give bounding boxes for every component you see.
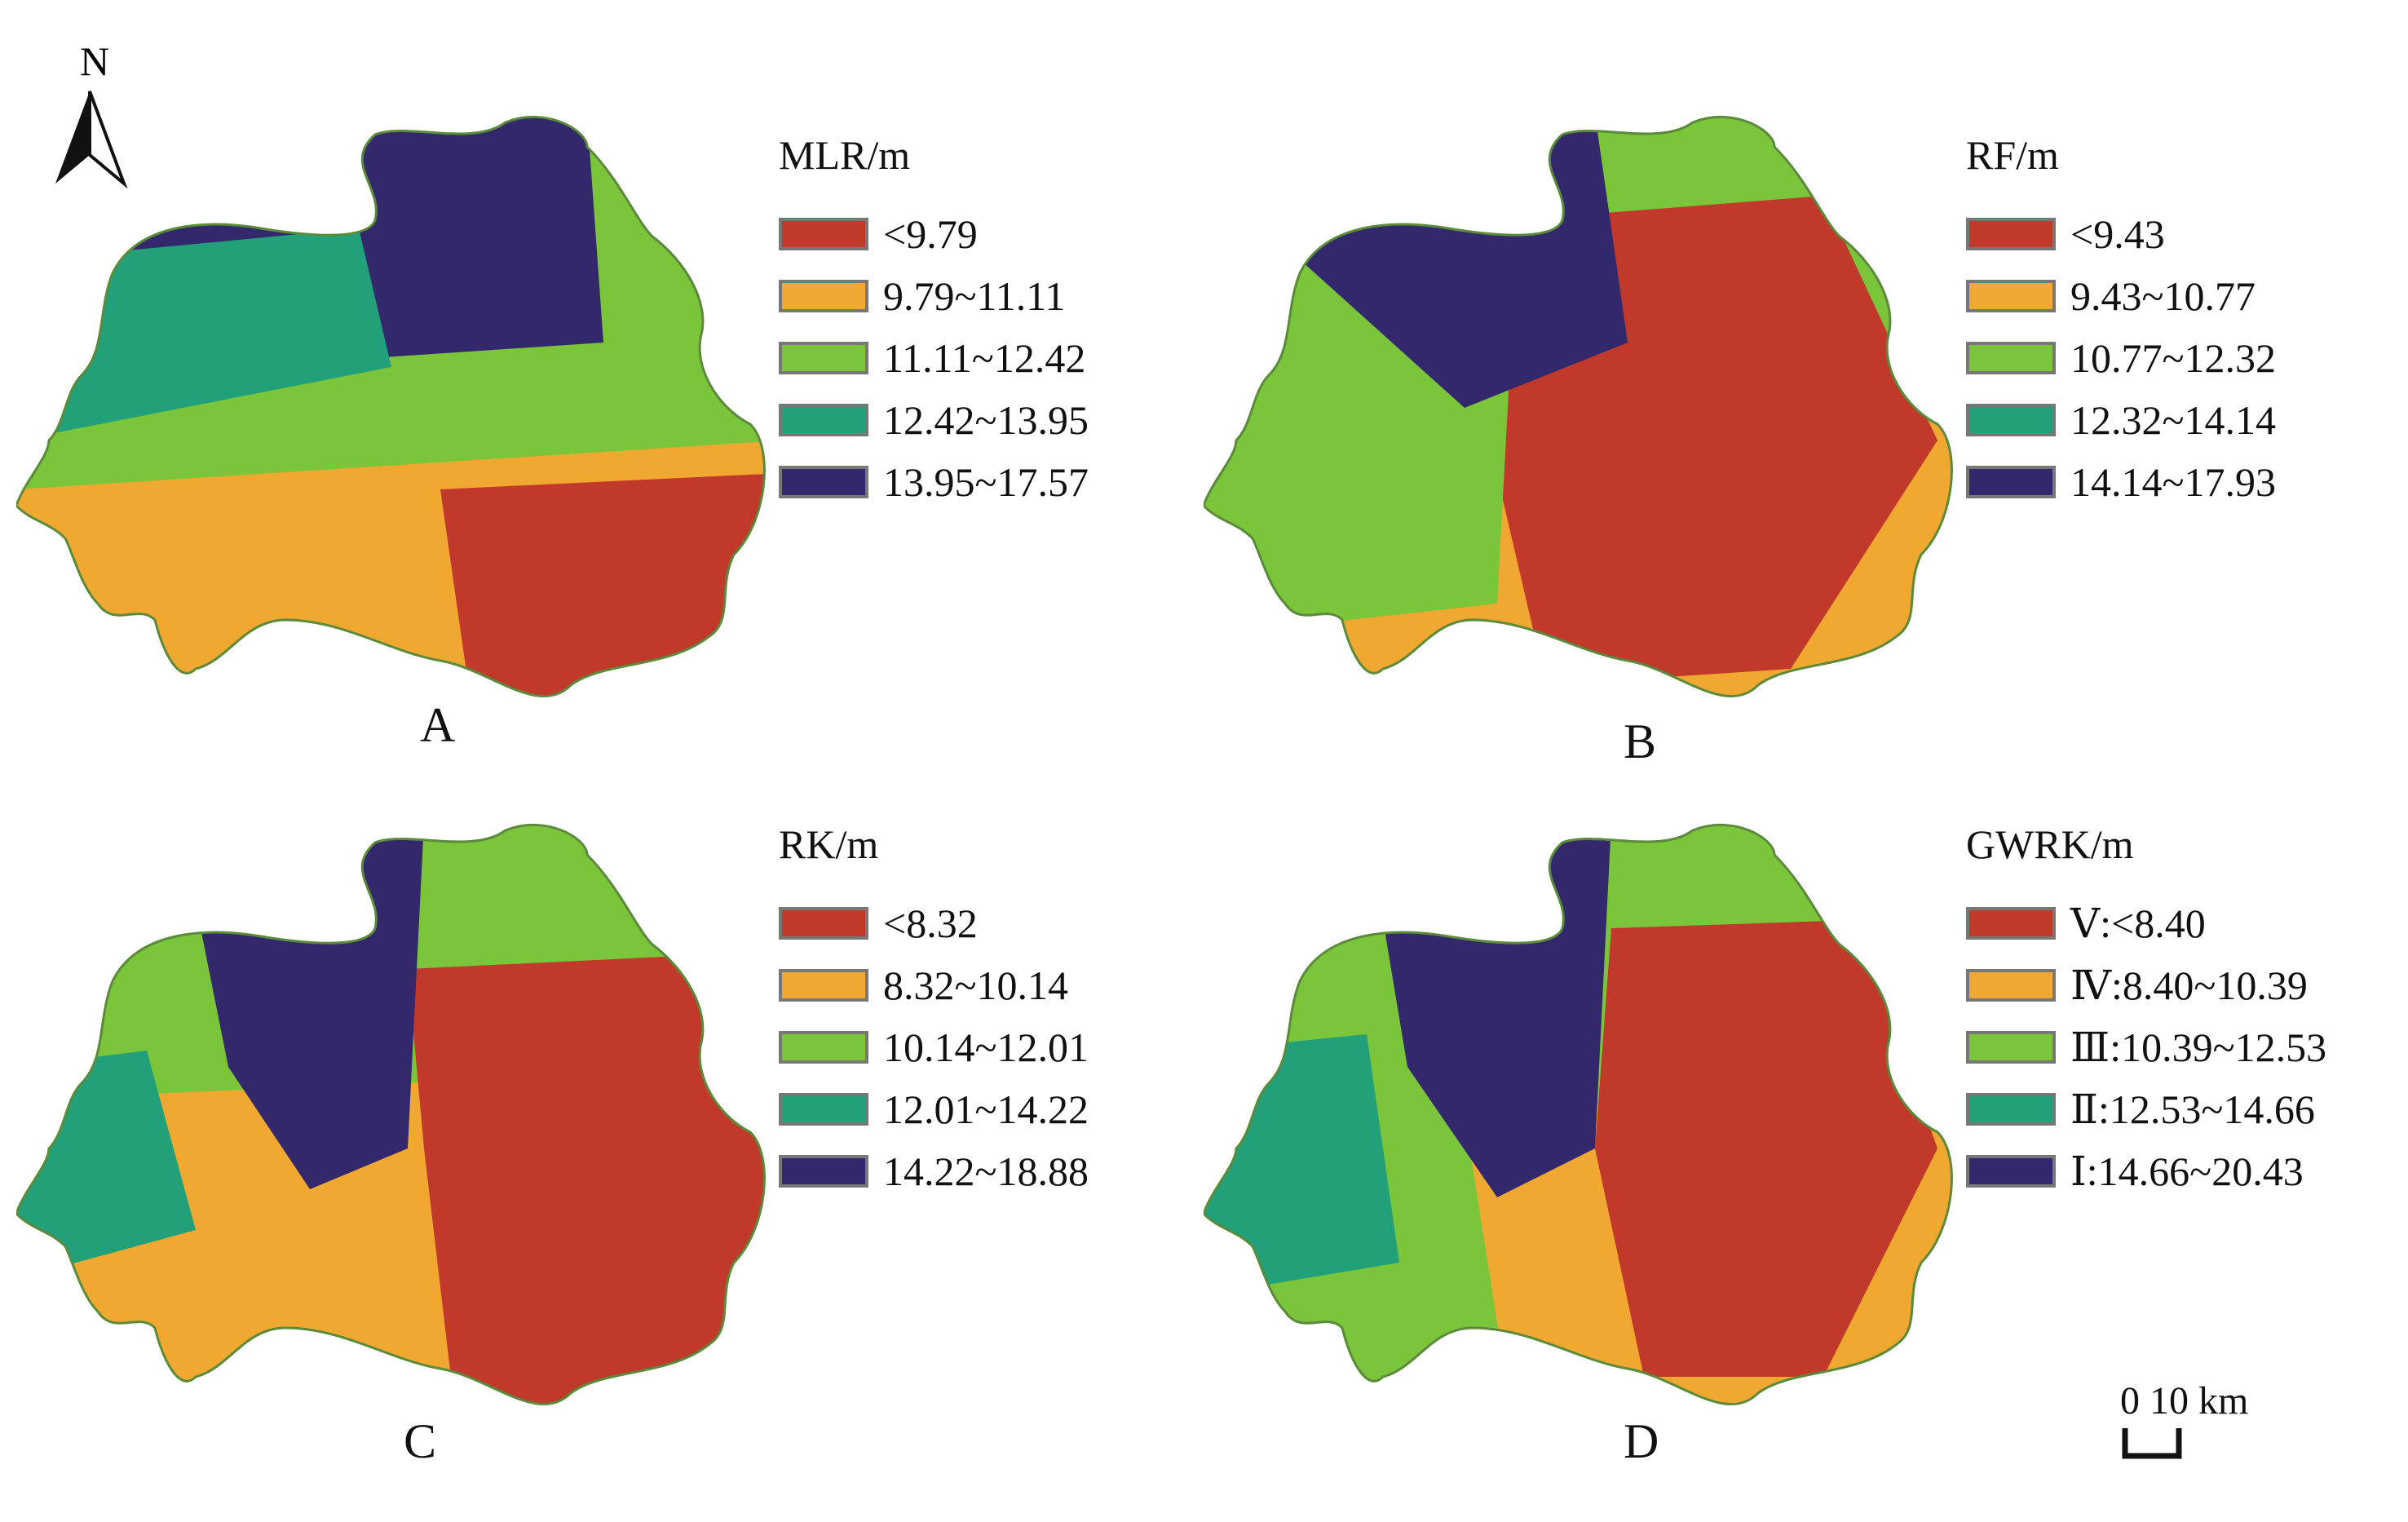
- legend-item: Ⅲ:10.39~12.53: [1966, 1016, 2326, 1078]
- legend-swatch: [1966, 218, 2056, 250]
- legend-swatch: [1966, 969, 2056, 1002]
- north-arrow-icon: N: [55, 38, 128, 189]
- legend-swatch: [1966, 404, 2056, 436]
- legend-item: 10.14~12.01: [779, 1016, 1089, 1078]
- legend-item: 12.32~14.14: [1966, 389, 2276, 451]
- legend-item: 8.32~10.14: [779, 954, 1089, 1016]
- legend-label: 12.32~14.14: [2070, 397, 2277, 443]
- legend-label: 10.14~12.01: [883, 1024, 1089, 1070]
- legend-label: Ⅳ:8.40~10.39: [2070, 962, 2308, 1008]
- legend-c: RK/m <8.32 8.32~10.14 10.14~12.01 12.01~…: [779, 824, 1089, 1202]
- legend-item: 14.14~17.93: [1966, 451, 2276, 513]
- legend-swatch: [779, 404, 868, 436]
- legend-item: 14.22~18.88: [779, 1140, 1089, 1202]
- legend-item: Ⅰ:14.66~20.43: [1966, 1140, 2326, 1202]
- legend-swatch: [779, 1031, 868, 1064]
- panel-b: RF/m <9.43 9.43~10.77 10.77~12.32 12.32~…: [1204, 0, 2408, 768]
- legend-item: 11.11~12.42: [779, 327, 1089, 389]
- legend-item: 10.77~12.32: [1966, 327, 2276, 389]
- legend-item: 13.95~17.57: [779, 451, 1089, 513]
- panel-label-b: B: [1624, 715, 1657, 768]
- legend-swatch: [779, 342, 868, 374]
- legend-title: RK/m: [779, 821, 879, 867]
- region-outline: [16, 115, 766, 698]
- map-b: [1204, 115, 1953, 698]
- legend-swatch: [779, 907, 868, 940]
- legend-swatch: [779, 1093, 868, 1126]
- legend-label: 10.77~12.32: [2070, 335, 2277, 381]
- legend-item: 9.43~10.77: [1966, 265, 2276, 327]
- legend-label: Ⅱ:12.53~14.66: [2070, 1086, 2315, 1132]
- map-c: [16, 823, 766, 1406]
- legend-swatch: [779, 466, 868, 498]
- legend-swatch: [779, 280, 868, 312]
- north-arrow: N: [47, 33, 137, 200]
- legend-swatch: [1966, 466, 2056, 498]
- legend-item: 12.42~13.95: [779, 389, 1089, 451]
- panel-label-d: D: [1624, 1414, 1659, 1468]
- legend-label: 9.79~11.11: [883, 273, 1066, 319]
- legend-label: Ⅰ:14.66~20.43: [2070, 1148, 2304, 1194]
- legend-item: <9.79: [779, 203, 1089, 265]
- scale-bar-icon: [2122, 1428, 2182, 1459]
- legend-swatch: [779, 969, 868, 1002]
- panel-label-a: A: [420, 698, 456, 752]
- legend-b: RF/m <9.43 9.43~10.77 10.77~12.32 12.32~…: [1966, 135, 2276, 513]
- map-a: [16, 115, 766, 698]
- legend-label: 11.11~12.42: [883, 335, 1086, 381]
- panel-a: MLR/m <9.79 9.79~11.11 11.11~12.42 12.42…: [0, 0, 1204, 761]
- legend-swatch: [1966, 907, 2056, 940]
- legend-swatch: [1966, 1155, 2056, 1188]
- legend-label: 14.14~17.93: [2070, 459, 2277, 505]
- panel-label-c: C: [404, 1414, 437, 1468]
- legend-label: 12.01~14.22: [883, 1086, 1089, 1132]
- legend-swatch: [1966, 1031, 2056, 1064]
- legend-title: GWRK/m: [1966, 821, 2134, 867]
- legend-label: 9.43~10.77: [2070, 273, 2256, 319]
- legend-title: MLR/m: [779, 132, 911, 178]
- region-outline: [16, 823, 766, 1406]
- legend-swatch: [779, 1155, 868, 1188]
- legend-swatch: [1966, 280, 2056, 312]
- legend-title: RF/m: [1966, 132, 2059, 178]
- legend-swatch: [1966, 1093, 2056, 1126]
- legend-label: <8.32: [883, 900, 978, 946]
- legend-a: MLR/m <9.79 9.79~11.11 11.11~12.42 12.42…: [779, 135, 1089, 513]
- legend-label: <9.43: [2070, 211, 2165, 257]
- legend-label: 13.95~17.57: [883, 459, 1089, 505]
- panel-c: RK/m <8.32 8.32~10.14 10.14~12.01 12.01~…: [0, 761, 1204, 1522]
- legend-swatch: [779, 218, 868, 250]
- panel-d: GWRK/m Ⅴ:<8.40 Ⅳ:8.40~10.39 Ⅲ:10.39~12.5…: [1204, 761, 2408, 1522]
- legend-swatch: [1966, 342, 2056, 374]
- legend-d: GWRK/m Ⅴ:<8.40 Ⅳ:8.40~10.39 Ⅲ:10.39~12.5…: [1966, 824, 2326, 1202]
- legend-item: Ⅱ:12.53~14.66: [1966, 1078, 2326, 1140]
- legend-label: Ⅴ:<8.40: [2070, 900, 2206, 946]
- scale-bar: 0 10 km: [2120, 1378, 2248, 1468]
- map-d: [1204, 823, 1953, 1406]
- legend-item: Ⅳ:8.40~10.39: [1966, 954, 2326, 1016]
- legend-label: 8.32~10.14: [883, 962, 1069, 1008]
- region-outline: [1204, 823, 1953, 1406]
- scale-label: 0 10 km: [2120, 1379, 2249, 1422]
- legend-item: Ⅴ:<8.40: [1966, 892, 2326, 954]
- legend-item: <9.43: [1966, 203, 2276, 265]
- north-label: N: [80, 38, 109, 84]
- legend-item: 12.01~14.22: [779, 1078, 1089, 1140]
- legend-item: 9.79~11.11: [779, 265, 1089, 327]
- legend-label: 12.42~13.95: [883, 397, 1089, 443]
- legend-label: <9.79: [883, 211, 978, 257]
- legend-label: Ⅲ:10.39~12.53: [2070, 1024, 2327, 1070]
- legend-label: 14.22~18.88: [883, 1148, 1089, 1194]
- legend-item: <8.32: [779, 892, 1089, 954]
- region-outline: [1204, 115, 1953, 698]
